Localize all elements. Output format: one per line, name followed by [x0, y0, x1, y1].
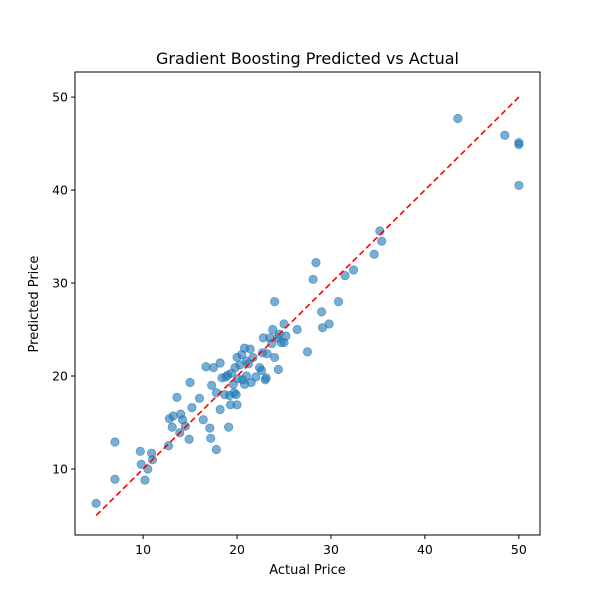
data-point: [308, 274, 318, 284]
data-point: [348, 265, 359, 275]
x-axis: 10 20 30 40 50: [135, 535, 527, 557]
plot-area: [91, 96, 524, 517]
data-point: [231, 390, 241, 400]
data-point: [198, 415, 208, 425]
data-point: [262, 349, 272, 359]
data-point: [135, 446, 145, 456]
data-point: [168, 411, 178, 421]
data-point: [514, 180, 524, 191]
data-point: [311, 257, 321, 268]
y-tick-label: 30: [52, 276, 68, 291]
data-point: [251, 372, 261, 382]
data-point: [91, 498, 101, 508]
data-point: [377, 236, 387, 246]
data-point: [500, 130, 510, 140]
data-point: [302, 347, 313, 357]
data-point: [453, 113, 463, 124]
data-point: [316, 307, 327, 317]
data-point: [140, 475, 150, 485]
x-tick-label: 30: [323, 542, 339, 557]
y-tick-label: 50: [52, 90, 68, 105]
data-point: [206, 433, 216, 443]
data-point: [324, 319, 334, 329]
data-point: [185, 377, 195, 388]
data-point: [167, 422, 177, 432]
data-point: [211, 444, 221, 455]
data-point: [369, 249, 379, 259]
data-point: [241, 371, 252, 381]
data-point: [281, 331, 291, 341]
data-point: [333, 297, 344, 307]
x-tick-label: 10: [135, 542, 151, 557]
x-tick-label: 50: [511, 542, 527, 557]
chart-title: Gradient Boosting Predicted vs Actual: [156, 49, 459, 68]
data-point: [261, 373, 271, 383]
data-point: [232, 400, 242, 410]
data-point: [267, 338, 277, 349]
data-point: [270, 297, 280, 307]
plot-frame: [74, 71, 541, 536]
data-point: [205, 423, 215, 433]
reference-line: [95, 96, 520, 517]
data-point: [110, 437, 120, 447]
data-point: [215, 404, 225, 415]
x-axis-label: Actual Price: [269, 563, 346, 578]
data-point: [201, 362, 211, 372]
y-axis-label: Predicted Price: [27, 256, 42, 353]
data-point: [215, 358, 225, 368]
data-point: [187, 403, 197, 413]
data-point: [340, 271, 350, 281]
y-axis: 10 20 30 40 50: [52, 90, 75, 476]
data-point: [268, 324, 278, 335]
data-point: [163, 441, 174, 451]
data-point: [279, 319, 289, 329]
data-point: [292, 324, 302, 335]
data-point: [194, 393, 205, 403]
y-tick-label: 20: [52, 369, 68, 384]
data-point: [248, 352, 258, 363]
data-point: [136, 459, 146, 469]
data-point: [208, 363, 219, 373]
data-point: [143, 464, 153, 474]
y-tick-label: 10: [52, 461, 68, 476]
x-tick-label: 40: [417, 542, 433, 557]
data-point: [245, 344, 255, 354]
data-point: [256, 365, 267, 376]
x-tick-label: 20: [229, 542, 245, 557]
data-point: [514, 139, 524, 150]
data-point: [172, 392, 182, 403]
data-point: [110, 474, 120, 484]
data-point: [270, 352, 280, 363]
data-point: [273, 364, 283, 375]
y-tick-label: 40: [52, 183, 68, 198]
data-point: [207, 380, 217, 390]
data-point: [184, 434, 194, 444]
data-point: [223, 422, 234, 432]
